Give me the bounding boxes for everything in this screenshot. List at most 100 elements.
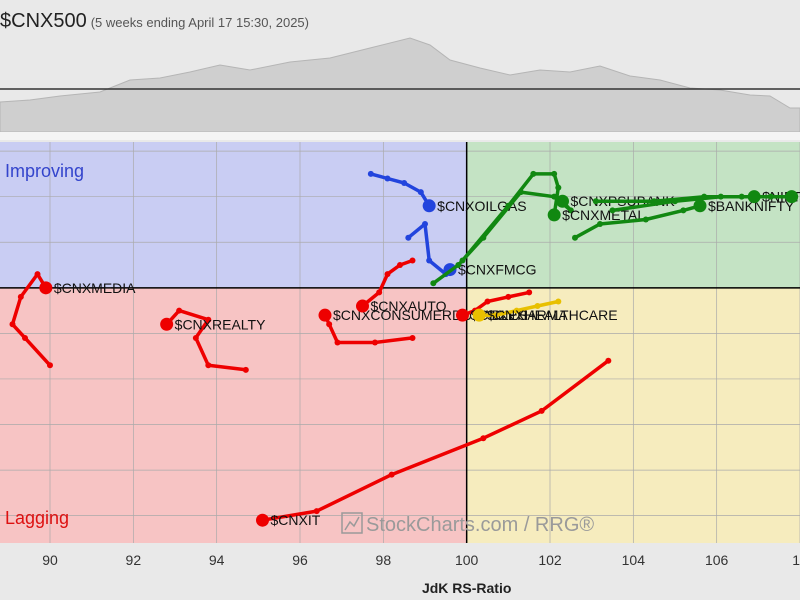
series-label-cnxpharma: $CNXPHARMA [471,307,569,323]
tail-point-banknifty [642,216,649,223]
header-divider [0,132,800,140]
head-banknifty[interactable] [693,199,707,213]
quadrant-lagging [0,287,467,543]
tail-point-cnxit [605,357,612,364]
tail-point-cnxit [480,435,487,442]
tail-point-cnxpsubank [567,207,574,214]
tail-point-cnxrealty [205,362,212,369]
quadrant-label-lagging: Lagging [5,508,69,528]
tail-point-cnxrealty [242,366,249,373]
tail-point-cnxoilgas [367,170,374,177]
x-tick-label: 100 [455,552,479,568]
tail-point-cnxpsubank [455,262,462,269]
tail-point-cnxmedia [34,271,41,278]
series-label-cnxauto: $CNXAUTO [371,298,447,314]
x-tick-label: 10 [792,552,800,568]
tail-point-cnxpvt [609,207,616,214]
tail-point-banknifty [597,221,603,228]
tail-point-cnxhealthcare [534,303,541,310]
x-tick-label: 106 [705,552,729,568]
tail-point-cnxmetal [551,170,558,177]
tail-point-cnxoilgas [384,175,391,182]
head-cnxmetal[interactable] [547,208,561,222]
head-cnxit[interactable] [256,513,269,527]
tail-point-cnxmetal [459,257,466,264]
head-cnxauto[interactable] [356,299,369,313]
tail-point-cnxmedia [9,321,16,328]
tail-point-cnxconsumerdurables [409,334,416,341]
series-label-banknifty: $BANKNIFTY [708,198,795,214]
watermark-text: StockCharts.com / RRG® [366,514,594,536]
head-cnxmedia[interactable] [39,281,53,295]
tail-point-cnxhealthcare [555,298,562,305]
head-cnxrealty[interactable] [160,317,174,331]
x-tick-label: 94 [209,552,225,568]
tail-point-cnxpharma [526,289,533,296]
quadrant-label-improving: Improving [5,161,84,181]
tail-point-cnxrealty [176,307,183,314]
tail-point-cnxauto [384,271,391,278]
chart-subtitle: (5 weeks ending April 17 15:30, 2025) [90,15,309,30]
tail-point-cnxpsubank [430,280,437,287]
series-label-cnxfmcg: $CNXFMCG [458,262,537,278]
quadrant-improving [0,142,467,288]
tail-point-cnxhealthcare [492,312,499,319]
series-label-cnxit: $CNXIT [271,512,321,528]
tail-point-cnxfmcg [422,221,428,228]
tail-point-cnxconsumerdurables [326,321,333,328]
x-tick-label: 92 [126,552,142,568]
tail-point-cnxauto [376,289,383,296]
tail-point-cnxmedia [22,334,28,341]
tail-point-cnxit [388,471,395,478]
tail-point-cnxmedia [17,293,24,300]
tail-point-cnxoilgas [417,189,424,196]
tail-point-cnxpvt [717,193,724,200]
tail-point-cnxhealthcare [513,307,520,314]
x-tick-label: 90 [42,552,58,568]
series-label-cnxrealty: $CNXREALTY [175,316,266,332]
head-cnxpvt[interactable] [785,190,799,204]
tail-point-cnxconsumerdurables [334,339,341,346]
stockcharts-logo-mark [344,516,360,531]
series-label-cnxmetal: $CNXMETAL [562,207,645,223]
tail-point-banknifty [572,234,578,241]
stockcharts-logo-icon [341,512,363,534]
series-label-cnxmedia: $CNXMEDIA [54,280,136,296]
head-cnxpharma[interactable] [456,308,469,322]
tail-point-cnxmedia [47,362,53,369]
head-cnxconsumerdurables[interactable] [318,308,332,322]
x-tick-label: 98 [376,552,392,568]
x-tick-label: 102 [538,552,562,568]
tail-point-cnxit [538,407,545,414]
series-label-cnxhealthcare: $CNXHEALTHCARE [487,307,617,323]
tail-point-cnxmetal [505,202,512,209]
tail-point-cnxconsumerdurables [372,339,378,346]
tail-point-cnxmetal [555,184,562,191]
tail-point-cnxpvt [767,193,774,200]
tail-point-cnxpharma [484,298,491,305]
tail-point-nifty [592,198,599,205]
tail-point-cnxauto [397,262,403,269]
x-tick-label: 96 [292,552,308,568]
tail-point-cnxit [313,508,320,515]
tail-point-cnxauto [409,257,416,264]
tail-point-cnxfmcg [405,234,412,241]
head-cnxpsubank[interactable] [556,194,569,208]
benchmark-sparkline [0,37,800,140]
tail-point-cnxfmcg [426,257,433,264]
tail-point-banknifty [680,207,687,214]
chart-title: $CNX500 (5 weeks ending April 17 15:30, 2… [0,10,309,32]
tail-point-cnxpvt [672,198,678,205]
head-cnxhealthcare[interactable] [472,308,486,322]
tail-cnxrealty [164,308,248,372]
tail-point-cnxmetal [530,170,537,177]
sparkline-area [0,37,800,133]
tail-point-cnxrealty [192,334,199,341]
head-cnxoilgas[interactable] [422,199,436,213]
x-tick-label: 104 [622,552,646,568]
tail-cnxmetal [460,172,561,263]
x-axis-title: JdK RS-Ratio [422,580,511,596]
tail-point-cnxpharma [505,293,512,300]
tail-point-cnxrealty [205,316,212,323]
